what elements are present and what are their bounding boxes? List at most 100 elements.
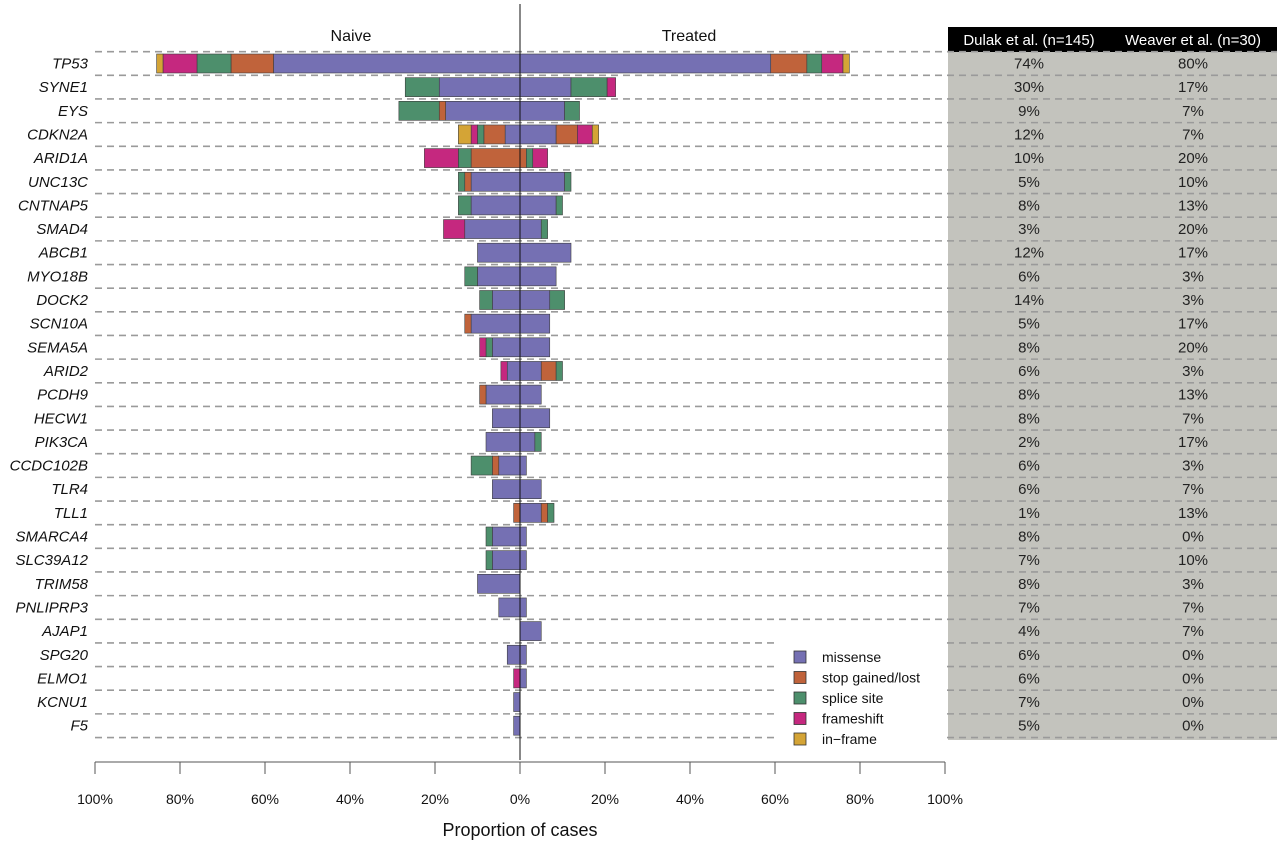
bar-myo18b-naive-splice	[464, 266, 478, 287]
bar-dock2-treated-splice	[549, 290, 565, 310]
gene-label: SLC39A12	[15, 552, 88, 569]
dulak-frequency: 7%	[1018, 552, 1040, 569]
weaver-frequency: 3%	[1182, 576, 1204, 593]
bar-slc39a12-treated-missense	[519, 550, 527, 570]
bar-eys-naive-splice	[398, 101, 440, 121]
bar-ccdc102b-treated-missense	[519, 455, 527, 476]
gene-label: TRIM58	[35, 576, 89, 593]
bar-syne1-naive-missense	[438, 77, 521, 97]
gene-label: TP53	[52, 56, 89, 73]
gene-label: AJAP1	[41, 623, 88, 640]
gene-label: KCNU1	[37, 694, 88, 711]
weaver-frequency: 10%	[1178, 174, 1208, 191]
dulak-frequency: 5%	[1018, 316, 1040, 333]
bar-unc13c-naive-splice	[458, 171, 466, 192]
dulak-frequency: 74%	[1014, 56, 1044, 73]
gene-label: CNTNAP5	[18, 197, 89, 214]
gene-label: HECW1	[34, 410, 88, 427]
bar-myo18b-treated-missense	[519, 266, 557, 287]
weaver-frequency: 13%	[1178, 197, 1208, 214]
weaver-frequency: 17%	[1178, 79, 1208, 96]
bar-abcb1-naive-missense	[477, 242, 521, 263]
table-header-dulak: Dulak et al. (n=145)	[963, 32, 1094, 49]
bar-tp53-naive-stop	[230, 53, 274, 74]
bar-cntnap5-treated-splice	[555, 195, 563, 216]
weaver-frequency: 0%	[1182, 529, 1204, 546]
bar-arid1a-naive-stop	[470, 148, 521, 168]
gene-label: SEMA5A	[27, 339, 88, 356]
bar-cntnap5-naive-missense	[470, 195, 521, 216]
dulak-frequency: 6%	[1018, 670, 1040, 687]
legend-label-stop: stop gained/lost	[822, 670, 920, 686]
bar-elmo1-naive-frameshift	[513, 668, 521, 689]
bar-arid2-naive-missense	[506, 361, 521, 381]
dulak-frequency: 7%	[1018, 599, 1040, 616]
gene-label: UNC13C	[28, 174, 88, 191]
gene-label: PIK3CA	[35, 434, 88, 451]
bar-cdkn2a-naive-missense	[504, 124, 521, 145]
gene-label: PNLIPRP3	[15, 599, 88, 616]
bar-pcdh9-naive-missense	[485, 384, 521, 405]
weaver-frequency: 0%	[1182, 647, 1204, 664]
gene-label: SCN10A	[30, 316, 88, 333]
legend-swatch-frameshift	[793, 712, 807, 725]
bar-arid2-treated-stop	[540, 361, 557, 381]
bar-sema5a-naive-missense	[492, 337, 521, 358]
legend-label-frameshift: frameshift	[822, 711, 884, 727]
bar-dock2-naive-splice	[479, 290, 493, 310]
legend-swatch-splice	[793, 691, 807, 705]
legend: missense stop gained/lost splice site frame…	[779, 640, 947, 754]
bar-arid1a-treated-stop	[519, 148, 527, 168]
dulak-frequency: 7%	[1018, 694, 1040, 711]
bar-tll1-treated-missense	[519, 503, 542, 523]
bar-f5-naive-missense	[513, 715, 521, 736]
legend-swatch-missense	[793, 650, 807, 664]
bar-tll1-treated-splice	[547, 503, 555, 523]
gene-label: ARID1A	[33, 150, 88, 167]
weaver-frequency: 17%	[1178, 434, 1208, 451]
bar-tp53-naive-inframe	[156, 53, 164, 74]
gene-label: ELMO1	[37, 670, 88, 687]
bar-dock2-naive-missense	[492, 290, 521, 310]
gene-label: SYNE1	[39, 79, 88, 96]
dulak-frequency: 12%	[1014, 245, 1044, 262]
weaver-frequency: 7%	[1182, 126, 1204, 143]
bar-arid2-naive-frameshift	[500, 361, 508, 381]
dulak-frequency: 6%	[1018, 647, 1040, 664]
table-header-background	[948, 27, 1277, 52]
bar-arid1a-treated-splice	[526, 148, 534, 168]
bar-unc13c-treated-splice	[564, 171, 572, 192]
bar-syne1-treated-frameshift	[606, 77, 616, 97]
bar-tp53-naive-frameshift	[162, 53, 198, 74]
gene-label: TLL1	[54, 505, 88, 522]
bar-tp53-naive-splice	[196, 53, 232, 74]
bar-syne1-naive-splice	[404, 77, 440, 97]
weaver-frequency: 3%	[1182, 292, 1204, 309]
dulak-frequency: 8%	[1018, 197, 1040, 214]
dulak-frequency: 4%	[1018, 623, 1040, 640]
weaver-frequency: 0%	[1182, 670, 1204, 687]
bar-scn10a-naive-stop	[464, 313, 472, 334]
x-tick-label: 80%	[846, 791, 874, 807]
bar-spg20-treated-missense	[519, 644, 527, 665]
bar-arid1a-naive-frameshift	[424, 148, 459, 168]
dulak-frequency: 8%	[1018, 410, 1040, 427]
dulak-frequency: 14%	[1014, 292, 1044, 309]
weaver-frequency: 7%	[1182, 481, 1204, 498]
bar-unc13c-naive-stop	[464, 171, 472, 192]
x-tick-label: 40%	[676, 791, 704, 807]
weaver-frequency: 0%	[1182, 718, 1204, 735]
bar-smad4-treated-splice	[540, 219, 548, 239]
bar-ajap1-treated-missense	[519, 621, 542, 641]
bar-sema5a-naive-splice	[485, 337, 493, 358]
weaver-frequency: 3%	[1182, 363, 1204, 380]
x-tick-label: 100%	[77, 791, 113, 807]
legend-swatch-inframe	[793, 732, 807, 746]
gene-label: CDKN2A	[27, 126, 88, 143]
gene-label: ABCB1	[38, 245, 88, 262]
weaver-frequency: 3%	[1182, 458, 1204, 475]
bar-smad4-treated-missense	[519, 219, 542, 239]
bar-slc39a12-naive-splice	[485, 550, 493, 570]
x-tick-label: 60%	[251, 791, 279, 807]
